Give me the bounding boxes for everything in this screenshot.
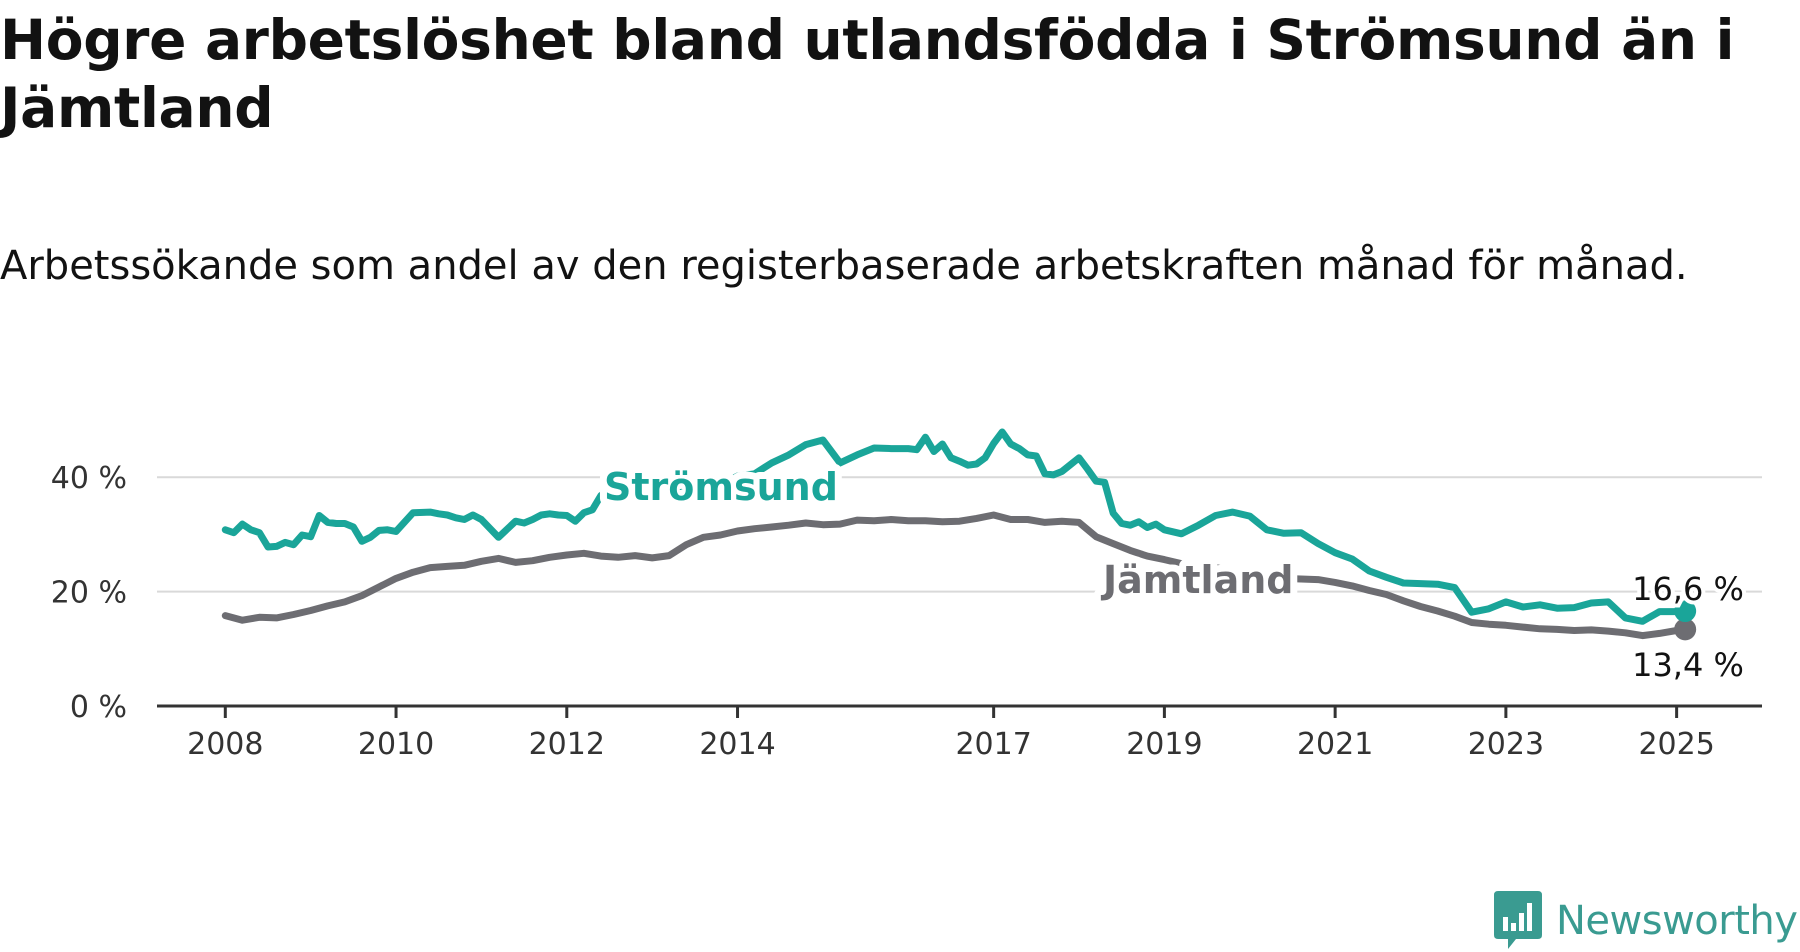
x-tick-label: 2017 (955, 727, 1031, 762)
x-tick-label: 2014 (699, 727, 775, 762)
x-tick-label: 2025 (1638, 727, 1714, 762)
y-tick-label: 20 % (51, 576, 127, 611)
x-tick-label: 2012 (529, 727, 605, 762)
newsworthy-logo: Newsworthy (1494, 890, 1798, 952)
x-tick-label: 2008 (187, 727, 263, 762)
series-end-point-1 (1674, 618, 1697, 641)
series-labels: Strömsund Jämtland 16,6 % 13,4 % (597, 458, 1748, 688)
x-tick-label: 2023 (1468, 727, 1544, 762)
chart-subtitle: Arbetssökande som andel av den registerb… (0, 243, 1688, 289)
chart-title: Högre arbetslöshet bland utlandsfödda i … (0, 8, 1735, 140)
series-end-point-0 (1674, 600, 1697, 623)
series-name-label-0: Strömsund (604, 465, 838, 509)
newsworthy-chart-icon (1494, 891, 1542, 949)
series-name-label-1: Jämtland (1100, 558, 1293, 602)
series-line-0 (221, 428, 1689, 625)
line-chart: 0 % 20 % 40 % 2008 2010 2012 2014 2017 2019 2021… (51, 428, 1762, 762)
x-tick-label: 2021 (1297, 727, 1373, 762)
end-value-label-1: 13,4 % (1632, 646, 1744, 684)
y-tick-label: 0 % (70, 690, 127, 725)
x-axis: 2008 2010 2012 2014 2017 2019 2021 2023 2025 (157, 704, 1762, 762)
gridlines (157, 476, 1762, 593)
x-tick-label: 2019 (1126, 727, 1202, 762)
series-line-1 (221, 511, 1689, 640)
series-lines (221, 428, 1697, 641)
newsworthy-logo-text: Newsworthy (1556, 898, 1798, 944)
y-tick-label: 40 % (51, 461, 127, 496)
end-value-label-0: 16,6 % (1632, 570, 1744, 608)
y-axis: 0 % 20 % 40 % (51, 461, 127, 725)
x-tick-label: 2010 (358, 727, 434, 762)
